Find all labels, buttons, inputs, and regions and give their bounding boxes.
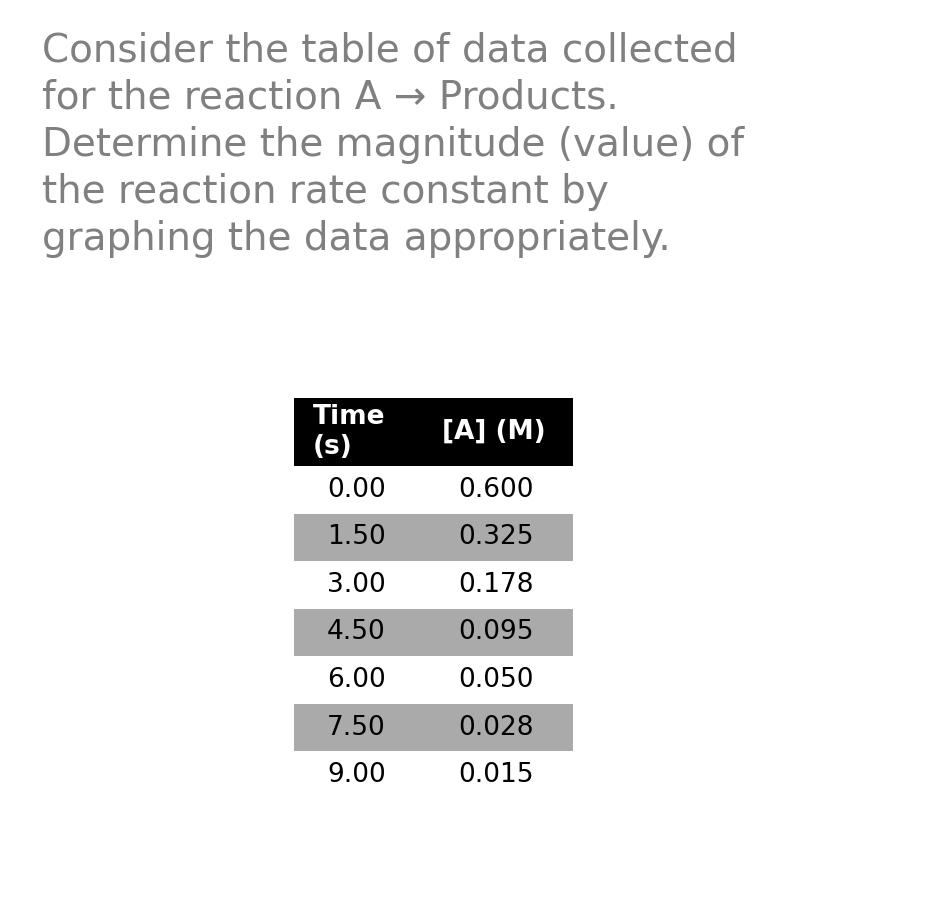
Text: 9.00: 9.00 <box>327 762 386 788</box>
Text: 0.178: 0.178 <box>459 572 534 598</box>
Text: [A] (M): [A] (M) <box>443 419 546 445</box>
Text: 0.028: 0.028 <box>459 715 534 740</box>
Text: 3.00: 3.00 <box>327 572 386 598</box>
Text: Time
(s): Time (s) <box>312 404 385 460</box>
Text: 6.00: 6.00 <box>327 667 386 693</box>
Text: 0.00: 0.00 <box>327 477 386 503</box>
Text: 7.50: 7.50 <box>327 715 386 740</box>
Text: 0.050: 0.050 <box>459 667 534 693</box>
Text: 0.325: 0.325 <box>459 525 534 550</box>
Text: 0.600: 0.600 <box>459 477 534 503</box>
Text: 0.095: 0.095 <box>459 620 534 645</box>
Text: 0.015: 0.015 <box>459 762 534 788</box>
Text: Consider the table of data collected
for the reaction A → Products.
Determine th: Consider the table of data collected for… <box>42 32 744 258</box>
Text: 4.50: 4.50 <box>327 620 386 645</box>
Text: 1.50: 1.50 <box>327 525 386 550</box>
